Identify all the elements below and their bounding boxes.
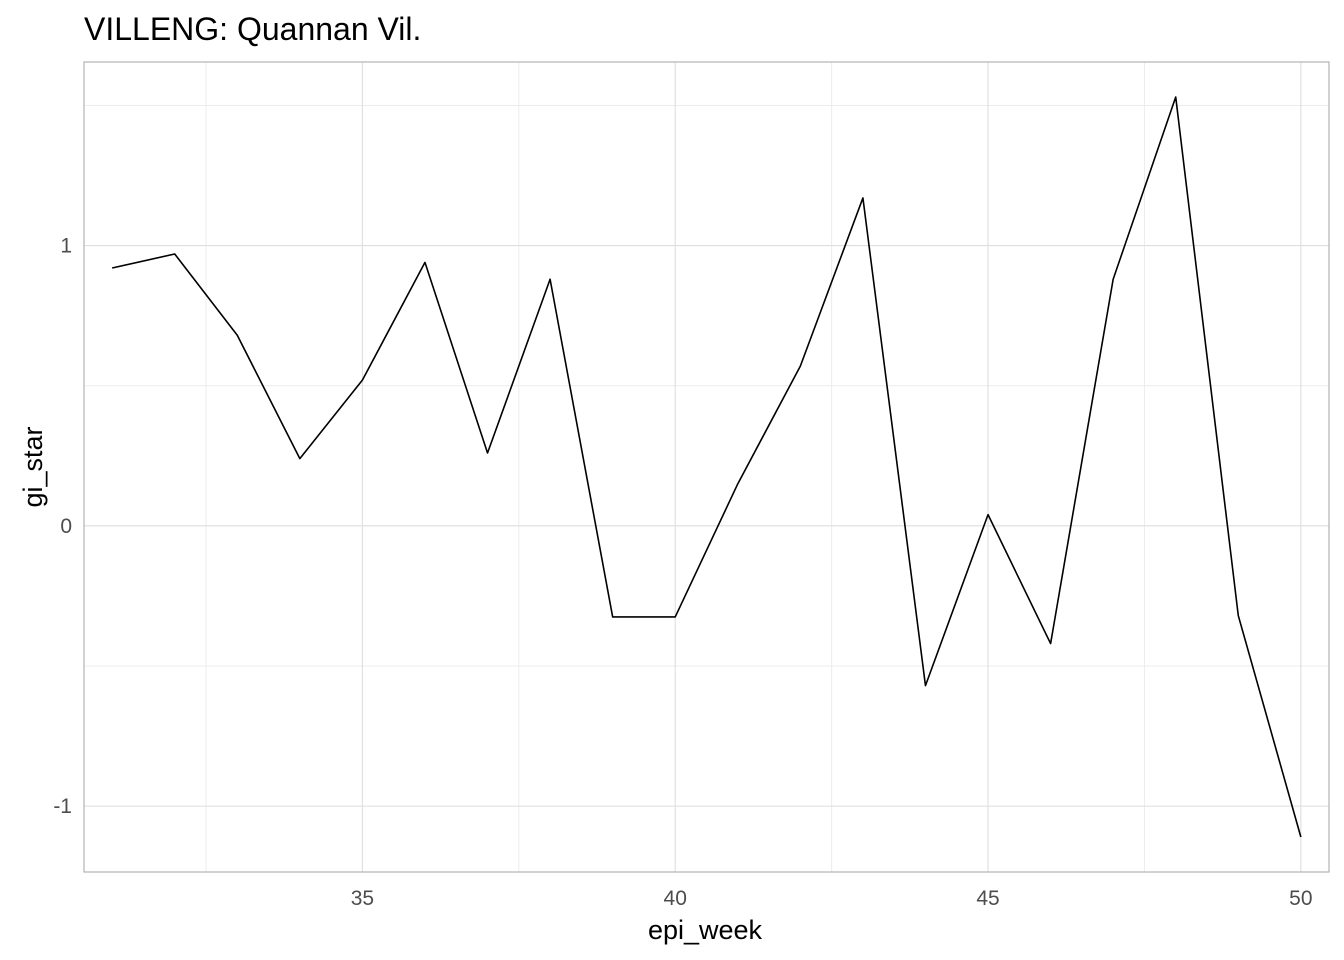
x-axis-title: epi_week bbox=[648, 915, 763, 945]
y-axis-title: gi_star bbox=[18, 426, 48, 507]
x-tick-label: 45 bbox=[976, 887, 999, 910]
x-tick-label: 35 bbox=[351, 887, 374, 910]
plot-panel-border bbox=[83, 61, 1330, 873]
series-line bbox=[111, 96, 1302, 838]
chart-title: VILLENG: Quannan Vil. bbox=[84, 11, 421, 47]
y-tick-label: 0 bbox=[60, 515, 72, 538]
x-tick-label: 50 bbox=[1289, 887, 1312, 910]
major-gridlines bbox=[84, 62, 1329, 872]
x-tick-label: 40 bbox=[664, 887, 687, 910]
y-tick-label: 1 bbox=[60, 235, 72, 258]
y-tick-label: -1 bbox=[53, 795, 72, 818]
series-layer bbox=[111, 96, 1302, 838]
minor-gridlines bbox=[84, 62, 1329, 872]
tick-labels: 35 40 45 50 -1 0 1 bbox=[53, 235, 1312, 910]
